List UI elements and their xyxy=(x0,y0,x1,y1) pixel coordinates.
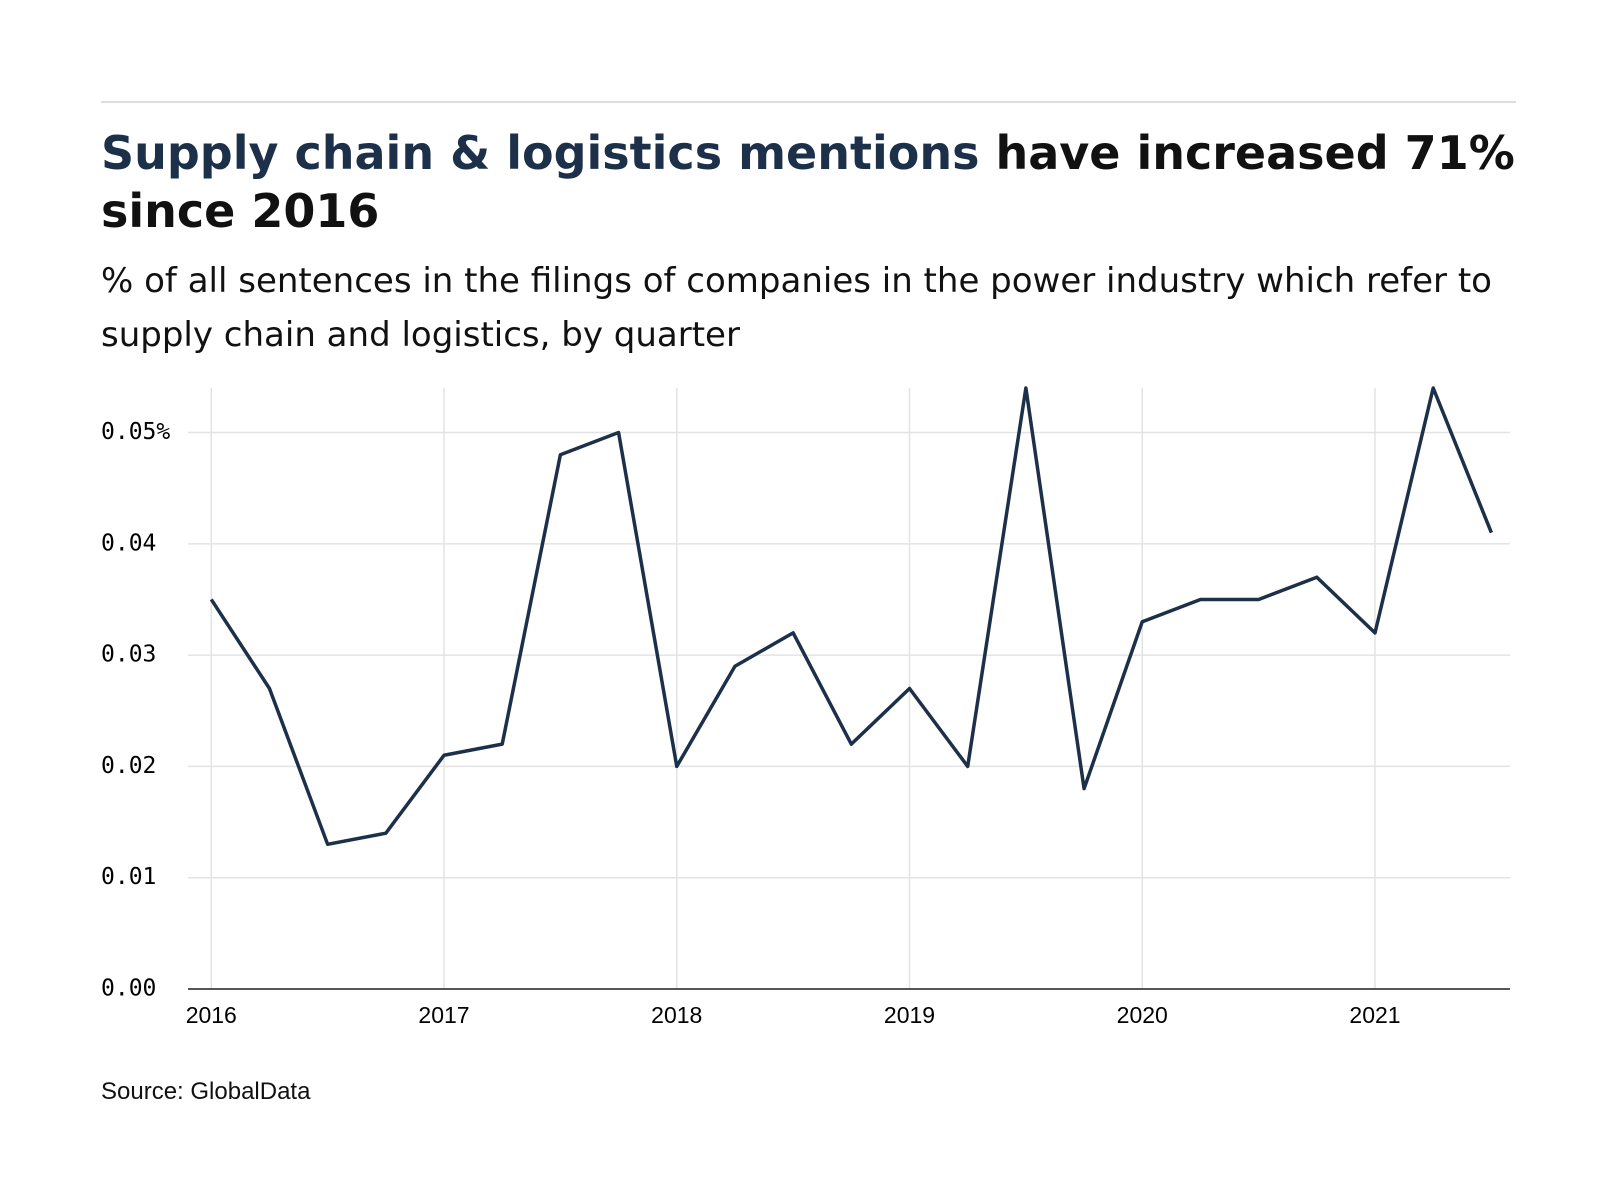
x-tick-label: 2016 xyxy=(186,1002,237,1028)
x-tick-label: 2017 xyxy=(418,1002,469,1028)
title-rest: have increased 71% since 2016 xyxy=(101,126,1515,238)
x-tick-label: 2020 xyxy=(1117,1002,1168,1028)
y-tick-label: 0.02 xyxy=(101,753,156,779)
y-tick-label: 0.04 xyxy=(101,530,156,556)
y-tick-label: 0.05% xyxy=(101,419,170,445)
top-rule xyxy=(101,101,1516,103)
y-tick-label: 0.01 xyxy=(101,864,156,890)
x-tick-label: 2019 xyxy=(884,1002,935,1028)
x-tick-label: 2021 xyxy=(1349,1002,1400,1028)
y-tick-label: 0.03 xyxy=(101,642,156,668)
title-highlight: Supply chain & logistics mentions xyxy=(101,126,980,180)
chart-title: Supply chain & logistics mentions have i… xyxy=(101,124,1521,240)
y-tick-label: 0.00 xyxy=(101,976,156,1002)
source-note: Source: GlobalData xyxy=(101,1078,311,1105)
data-line xyxy=(209,386,1494,847)
chart-subtitle: % of all sentences in the filings of com… xyxy=(101,261,1492,355)
x-tick-label: 2018 xyxy=(651,1002,702,1028)
